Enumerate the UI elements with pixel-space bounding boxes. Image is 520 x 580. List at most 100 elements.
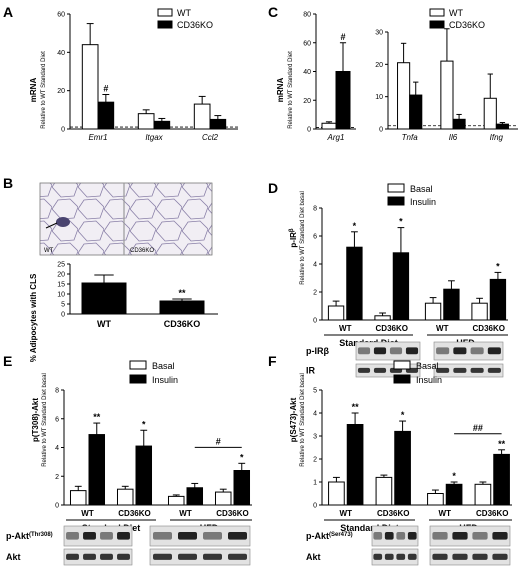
x-tick-label: WT (97, 319, 111, 329)
bar-insulin (445, 483, 463, 506)
blot-band (436, 347, 450, 355)
significance-label: * (142, 419, 146, 429)
x-tick-label: CD36KO (476, 509, 508, 518)
micrograph-label-wt: WT (44, 248, 54, 254)
blot-band (228, 532, 247, 540)
legend-label-insulin: Insulin (410, 197, 436, 207)
x-tick-label: Tnfa (402, 133, 419, 142)
blot-band (83, 553, 96, 560)
x-tick-label: Arg1 (327, 133, 345, 142)
bar-insulin (135, 445, 153, 506)
bar-insulin (186, 487, 204, 506)
bar-basal (374, 315, 391, 321)
blot-band (487, 347, 501, 355)
blot-band (100, 553, 113, 560)
blot-band (66, 532, 79, 540)
blot-band (203, 553, 222, 560)
blot-strip (429, 548, 511, 566)
blot-band (153, 553, 172, 560)
significance-label: ** (352, 402, 360, 412)
x-tick-label: Ccl2 (202, 133, 219, 142)
y-tick-label: 8 (313, 206, 317, 213)
legend-label-basal: Basal (416, 361, 439, 371)
x-tick-label: WT (340, 509, 353, 518)
x-tick-label: CD36KO (216, 509, 248, 518)
panel-a: A mRNA Relative to WT Standard Diet WT C… (3, 4, 238, 142)
y-tick-label: 0 (61, 312, 65, 319)
blot-band (396, 553, 406, 560)
y-axis-label: mRNA (276, 78, 285, 103)
bar-basal (167, 495, 185, 506)
legend-swatch-wt (429, 8, 445, 17)
bar (81, 282, 127, 315)
y-tick-label: 40 (57, 50, 65, 57)
y-axis-sublabel: Relative to WT Standard Diet (288, 51, 294, 129)
blot-strip (149, 525, 251, 547)
blot-strip (63, 525, 133, 547)
legend-label-basal: Basal (152, 361, 175, 371)
blot-band (117, 553, 130, 560)
y-tick-label: 80 (303, 12, 311, 19)
significance-label: # (103, 84, 108, 94)
y-tick-label: 20 (303, 98, 311, 105)
x-tick-label: WT (436, 324, 449, 333)
significance-label: ** (178, 288, 186, 298)
panel-letter: D (268, 180, 278, 196)
bar-wt (81, 44, 99, 130)
legend-label-basal: Basal (410, 184, 433, 194)
y-tick-label: 0 (313, 318, 317, 325)
x-tick-label: CD36KO (473, 324, 505, 333)
panel-letter: A (3, 4, 13, 20)
x-tick-label: CD36KO (118, 509, 150, 518)
blot-band (472, 553, 488, 560)
crown-like-structure (56, 217, 70, 227)
significance-label: * (496, 261, 500, 271)
x-tick-label: WT (339, 324, 352, 333)
blot-band (432, 532, 448, 540)
bar-wt (321, 122, 337, 130)
blot-strip (433, 341, 504, 361)
legend-swatch-basal (387, 183, 405, 193)
y-axis-sublabel: Relative to WT Standard Diet basal (300, 373, 306, 467)
chart-a: 0 20 40 60 Emr1 Itgax Ccl2 # (57, 12, 238, 142)
blot-band (228, 553, 247, 560)
blot-strip (355, 341, 421, 361)
blot-label: p-Akt(Thr308) (6, 531, 53, 541)
bar-basal (328, 481, 345, 506)
panel-letter: B (3, 175, 13, 191)
significance-label: # (216, 436, 221, 446)
y-tick-label: 4 (313, 411, 317, 418)
blot-band (178, 532, 197, 540)
panel-b: B WT CD36KO % Adipocytes with CLS 0 5 10 15… (3, 175, 218, 362)
x-tick-label: Il6 (449, 133, 458, 142)
y-axis-label: p-IRβ (289, 228, 298, 248)
significance-label: * (353, 221, 357, 231)
bar-ko (209, 118, 227, 130)
bar-basal (424, 302, 442, 321)
y-tick-label: 0 (61, 127, 65, 134)
bar-basal (427, 493, 444, 506)
blot-band (357, 367, 371, 373)
blot-band (432, 553, 448, 560)
blot-band (83, 532, 96, 540)
y-tick-label: 25 (57, 262, 65, 269)
y-tick-label: 5 (313, 388, 317, 395)
blot-band (100, 532, 113, 540)
panel-letter: C (268, 4, 278, 20)
x-tick-label: WT (439, 509, 452, 518)
bar-wt (193, 103, 211, 130)
blot-band (470, 367, 484, 373)
panel-letter: E (3, 353, 12, 369)
chart-d: 0 2 4 6 8 WT CD36KO WT CD36KO * * * (313, 206, 508, 333)
y-tick-label: 1 (313, 480, 317, 487)
blot-label: Akt (6, 552, 21, 562)
chart-b: 0 5 10 15 20 25 WT CD36KO ** (57, 262, 218, 329)
blot-band (407, 532, 417, 540)
bar-ko (495, 123, 509, 130)
bar-basal (471, 302, 488, 321)
y-tick-label: 60 (57, 12, 65, 19)
blot-band (452, 532, 468, 540)
x-tick-label: WT (179, 509, 192, 518)
